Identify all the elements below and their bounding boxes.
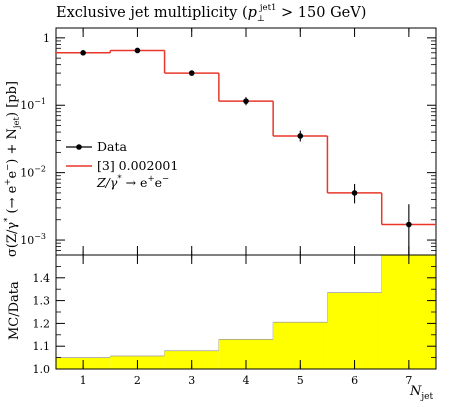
- mc-step-series: [56, 49, 436, 226]
- x-axis-label: Njet: [409, 384, 433, 402]
- x-tick-label: 6: [351, 374, 358, 387]
- x-tick-label: 3: [188, 374, 195, 387]
- main-x-ticks: [82, 28, 410, 255]
- ratio-y-tick-label: 1.3: [33, 295, 51, 308]
- y-tick-label: 10−2: [20, 165, 46, 180]
- x-tick-label: 4: [243, 374, 250, 387]
- data-point: [134, 47, 141, 54]
- legend-process-label: Z/γ* → e+e−: [96, 174, 169, 190]
- data-point: [188, 70, 195, 76]
- x-tick-label: 5: [297, 374, 304, 387]
- ratio-band-bin: [381, 255, 436, 369]
- y-tick-label: 1: [43, 32, 50, 45]
- chart-title: Exclusive jet multiplicity (p⊥jet1 > 150…: [56, 3, 366, 24]
- data-point: [243, 98, 249, 104]
- data-point: [406, 221, 412, 228]
- legend-data-marker: [76, 144, 82, 150]
- main-y-axis: 1 10−1 10−2 10−3: [20, 32, 436, 256]
- ratio-band: [56, 254, 436, 369]
- x-tick-label: 1: [80, 374, 87, 387]
- data-point: [80, 50, 86, 56]
- data-point: [297, 133, 304, 139]
- data-series: [80, 47, 412, 255]
- ratio-ylabel: MC/Data: [7, 281, 22, 340]
- y-tick-label: 10−1: [20, 97, 46, 112]
- ratio-y-tick-label: 1.4: [33, 272, 51, 285]
- data-point: [351, 190, 358, 196]
- y-tick-label: 10−3: [20, 232, 46, 247]
- ratio-y-tick-label: 1.1: [33, 340, 51, 353]
- ratio-y-tick-label: 1.0: [33, 363, 51, 376]
- main-ylabel: σ(Z/γ* (→ e+e−) + Njet) [pb]: [3, 81, 22, 257]
- ratio-band-bin: [164, 350, 219, 369]
- legend-mc-label: [3] 0.002001: [97, 158, 178, 173]
- legend-data-label: Data: [97, 139, 127, 154]
- legend: Data [3] 0.002001 Z/γ* → e+e−: [66, 139, 178, 190]
- ratio-band-bin: [327, 292, 382, 369]
- ratio-x-axis: 1 2 3 4 5 6 7: [80, 255, 412, 387]
- ratio-y-tick-label: 1.2: [33, 317, 51, 330]
- ratio-y-axis: 1.0 1.1 1.2 1.3 1.4: [33, 265, 436, 376]
- x-tick-label: 2: [134, 374, 141, 387]
- x-tick-label: 7: [405, 374, 412, 387]
